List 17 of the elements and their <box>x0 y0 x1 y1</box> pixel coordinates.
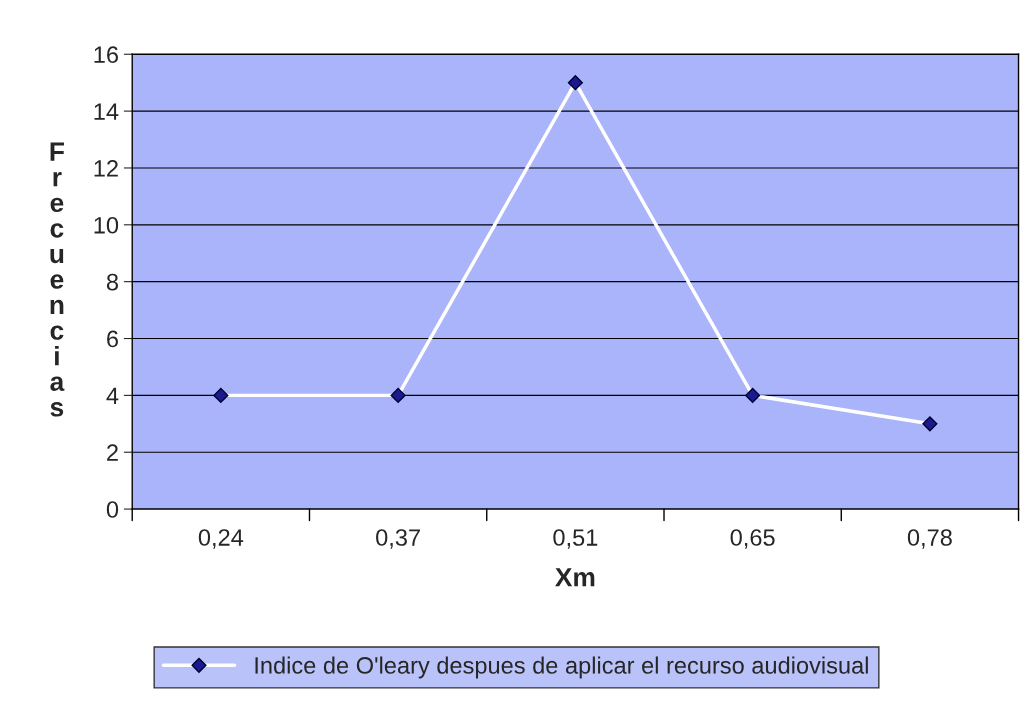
y-tick-label: 2 <box>107 444 118 461</box>
y-tick-label: 4 <box>106 387 119 404</box>
y-tick-label: 14 <box>94 103 119 120</box>
x-axis-title: Xm <box>555 568 595 587</box>
text: Frecuencias <box>50 142 65 417</box>
x-tick-label: 0,78 <box>907 529 952 549</box>
x-tick-label: 0,65 <box>730 529 775 549</box>
y-tick-label: 8 <box>106 273 118 291</box>
x-tick-label: 0,37 <box>376 529 420 549</box>
x-tick-label: 0,51 <box>553 529 598 549</box>
x-tick-label: 0,24 <box>198 529 244 549</box>
y-tick-label: 6 <box>107 330 118 348</box>
legend-label: Indice de O'leary despues de aplicar el recurso audiovisual <box>255 656 868 679</box>
y-tick-label: 0 <box>106 501 119 518</box>
y-tick-label: 12 <box>94 160 118 177</box>
y-tick-label: 10 <box>94 216 119 234</box>
y-tick-label: 16 <box>94 46 118 64</box>
